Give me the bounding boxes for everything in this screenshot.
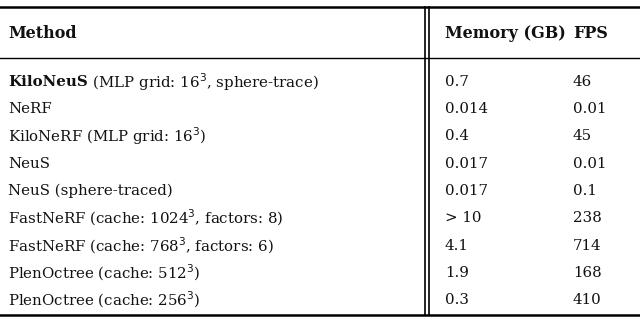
Text: (MLP grid: 16$^3$, sphere-trace): (MLP grid: 16$^3$, sphere-trace)	[88, 71, 319, 93]
Text: 46: 46	[573, 75, 592, 89]
Text: 410: 410	[573, 293, 602, 307]
Text: 0.01: 0.01	[573, 157, 606, 171]
Text: PlenOctree (cache: 512$^3$): PlenOctree (cache: 512$^3$)	[8, 263, 201, 283]
Text: 0.017: 0.017	[445, 157, 488, 171]
Text: Method: Method	[8, 25, 77, 42]
Text: 0.1: 0.1	[573, 184, 596, 198]
Text: 0.017: 0.017	[445, 184, 488, 198]
Text: KiloNeRF (MLP grid: 16$^3$): KiloNeRF (MLP grid: 16$^3$)	[8, 126, 207, 147]
Text: 0.7: 0.7	[445, 75, 468, 89]
Text: 4.1: 4.1	[445, 239, 468, 253]
Text: Memory (GB): Memory (GB)	[445, 25, 566, 42]
Text: PlenOctree (cache: 256$^3$): PlenOctree (cache: 256$^3$)	[8, 290, 201, 310]
Text: 0.01: 0.01	[573, 102, 606, 116]
Text: 238: 238	[573, 211, 602, 225]
Text: KiloNeuS: KiloNeuS	[8, 75, 88, 89]
Text: FastNeRF (cache: 768$^3$, factors: 6): FastNeRF (cache: 768$^3$, factors: 6)	[8, 235, 274, 256]
Text: 45: 45	[573, 129, 592, 143]
Text: 168: 168	[573, 266, 602, 280]
Text: NeuS: NeuS	[8, 157, 51, 171]
Text: 1.9: 1.9	[445, 266, 468, 280]
Text: 0.014: 0.014	[445, 102, 488, 116]
Text: > 10: > 10	[445, 211, 481, 225]
Text: 0.3: 0.3	[445, 293, 468, 307]
Text: NeuS (sphere-traced): NeuS (sphere-traced)	[8, 184, 173, 198]
Text: FastNeRF (cache: 1024$^3$, factors: 8): FastNeRF (cache: 1024$^3$, factors: 8)	[8, 208, 284, 229]
Text: NeRF: NeRF	[8, 102, 52, 116]
Text: FPS: FPS	[573, 25, 607, 42]
Text: 0.4: 0.4	[445, 129, 468, 143]
Text: 714: 714	[573, 239, 602, 253]
